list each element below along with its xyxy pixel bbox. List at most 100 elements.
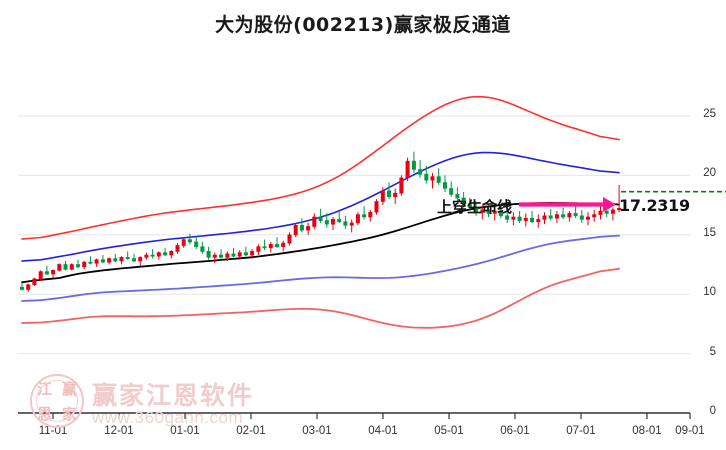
candle-body	[69, 264, 74, 270]
candle-body	[19, 286, 24, 290]
candle-body	[418, 169, 423, 175]
candle-body	[163, 252, 168, 256]
candle-body	[243, 252, 248, 256]
candle-body	[399, 177, 404, 194]
candle-body	[573, 213, 578, 217]
candle-body	[169, 251, 174, 256]
candle-body	[125, 257, 130, 259]
candle-body	[38, 271, 43, 280]
candle-body	[604, 210, 609, 214]
candle-body	[44, 271, 49, 275]
candle-body	[548, 215, 553, 219]
candle-body	[51, 270, 56, 275]
candle-body	[349, 222, 354, 226]
x-tick-label: 04-01	[368, 425, 398, 437]
candle-body	[181, 239, 186, 246]
candle-body	[76, 264, 81, 268]
band-path	[21, 151, 620, 262]
upper-blue-band-line	[21, 151, 620, 262]
candle-body	[436, 176, 441, 183]
candle-body	[523, 217, 528, 221]
x-tick-label: 11-01	[38, 425, 68, 437]
candle-body	[579, 215, 584, 220]
upper-red-band-line	[21, 95, 620, 240]
signal-arrow	[519, 197, 616, 212]
candle-body	[231, 253, 236, 257]
candle-body	[362, 214, 367, 218]
arrow-head	[603, 197, 616, 212]
y-tick-label: 25	[703, 108, 716, 120]
candle-body	[467, 203, 472, 208]
candle-body	[461, 197, 466, 205]
candle-body	[32, 278, 37, 285]
candle-body	[442, 182, 447, 189]
candle-body	[274, 244, 279, 248]
candle-body	[617, 208, 622, 211]
candle-body	[194, 241, 199, 247]
candle-body	[107, 258, 112, 263]
candle-body	[306, 226, 311, 231]
candle-body	[237, 252, 242, 257]
lower-red-band-line	[21, 267, 620, 329]
x-tick-label: 06-01	[500, 425, 530, 437]
candle-body	[94, 259, 99, 264]
candle-body	[225, 253, 230, 258]
watermark-brand: 赢家江恩软件	[92, 381, 255, 410]
candle-body	[138, 257, 143, 262]
candle-body	[474, 207, 479, 213]
y-tick-label: 20	[703, 167, 716, 180]
candle-body	[206, 251, 211, 258]
candle-body	[511, 216, 516, 220]
candle-body	[536, 219, 541, 223]
candle-body	[156, 252, 161, 257]
candle-body	[100, 259, 105, 263]
candle-body	[542, 215, 547, 220]
candle-body	[330, 219, 335, 225]
candle-body	[517, 216, 522, 221]
lower-blue-band-line	[21, 234, 620, 302]
candle-body	[63, 264, 68, 270]
watermark: 江赢恩家 赢家江恩软件 www.360gann.com	[30, 368, 350, 430]
candle-body	[529, 217, 534, 223]
candle-body	[561, 214, 566, 218]
watermark-url: www.360gann.com	[92, 408, 244, 427]
candle-body	[355, 214, 360, 224]
x-tick-label: 01-01	[170, 425, 200, 437]
candle-body	[82, 261, 87, 268]
candle-body	[318, 216, 323, 221]
x-tick-label: 02-01	[236, 425, 266, 437]
candle-body	[411, 160, 416, 170]
candle-body	[480, 209, 485, 213]
candle-body	[200, 246, 205, 252]
candle-body	[187, 239, 192, 243]
candle-body	[455, 194, 460, 199]
y-tick-label: 15	[703, 226, 716, 239]
candle-body	[144, 254, 149, 258]
x-axis	[18, 412, 691, 419]
x-tick-label: 07-01	[566, 425, 596, 437]
candle-body	[424, 173, 429, 181]
candle-body	[150, 254, 155, 257]
candle-body	[374, 201, 379, 213]
candle-body	[386, 190, 391, 198]
candle-body	[567, 213, 572, 218]
candle-body	[262, 246, 267, 249]
band-path	[21, 95, 620, 240]
candle-body	[287, 234, 292, 244]
brand-seal-icon: 江赢恩家	[30, 374, 84, 428]
candle-body	[498, 210, 503, 217]
candle-body	[449, 188, 454, 195]
candle-body	[393, 192, 398, 198]
candle-body	[343, 221, 348, 226]
x-tick-label: 03-01	[302, 425, 332, 437]
candle-body	[610, 209, 615, 214]
y-tick-label: 5	[709, 345, 716, 358]
y-tick-label: 0	[709, 405, 716, 417]
candle-body	[368, 211, 373, 218]
candlestick-series	[19, 151, 622, 292]
candle-body	[585, 216, 590, 220]
candle-body	[405, 160, 410, 179]
candle-body	[175, 245, 180, 252]
candle-body	[505, 215, 510, 220]
candle-body	[380, 190, 385, 202]
